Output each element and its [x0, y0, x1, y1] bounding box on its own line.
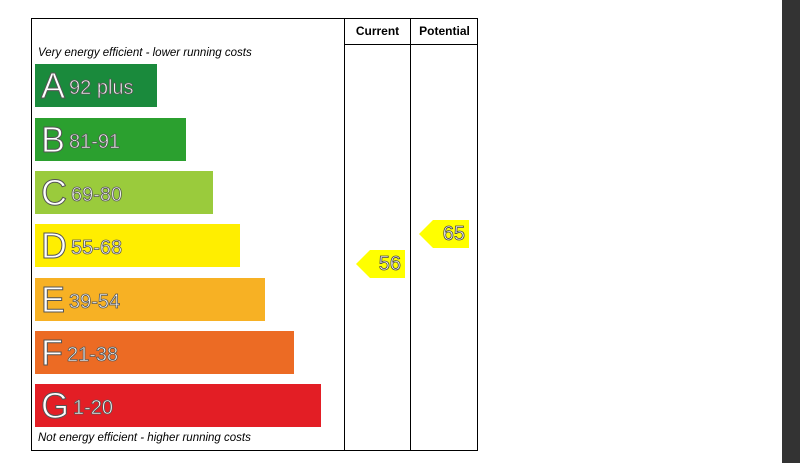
window-edge-bar	[782, 0, 800, 463]
band-b: B 81-91	[35, 118, 186, 161]
band-range: 39-54	[69, 291, 121, 314]
band-range: 92 plus	[69, 77, 134, 100]
band-letter: F	[41, 331, 64, 373]
top-caption: Very energy efficient - lower running co…	[38, 47, 252, 59]
potential-rating-value: 65	[442, 222, 465, 245]
current-rating-value: 56	[378, 252, 401, 275]
potential-rating-arrow: 65	[419, 220, 469, 248]
band-letter: E	[40, 278, 66, 320]
band-letter: A	[40, 64, 66, 106]
band-letter: B	[40, 118, 66, 160]
epc-chart: Current Potential Very energy efficient …	[31, 18, 478, 451]
band-a: A 92 plus	[35, 64, 157, 107]
band-letter: D	[41, 224, 68, 266]
band-f: F 21-38	[35, 331, 294, 374]
band-e: E 39-54	[35, 278, 265, 321]
current-column-header: Current	[355, 24, 400, 38]
band-d: D 55-68	[35, 224, 240, 267]
band-range: 55-68	[71, 237, 123, 260]
band-letter: G	[40, 384, 70, 426]
band-range: 21-38	[67, 344, 119, 367]
band-range: 1-20	[73, 397, 114, 420]
band-range: 81-91	[69, 131, 121, 154]
potential-column-header: Potential	[419, 24, 470, 38]
band-g: G 1-20	[35, 384, 321, 427]
bottom-caption: Not energy efficient - higher running co…	[38, 432, 251, 444]
band-c: C 69-80	[35, 171, 213, 214]
current-rating-arrow: 56	[356, 250, 405, 278]
current-column-divider	[344, 19, 345, 450]
header-divider	[345, 44, 477, 45]
potential-column-divider	[410, 19, 411, 450]
band-letter: C	[41, 171, 68, 213]
band-range: 69-80	[71, 184, 123, 207]
